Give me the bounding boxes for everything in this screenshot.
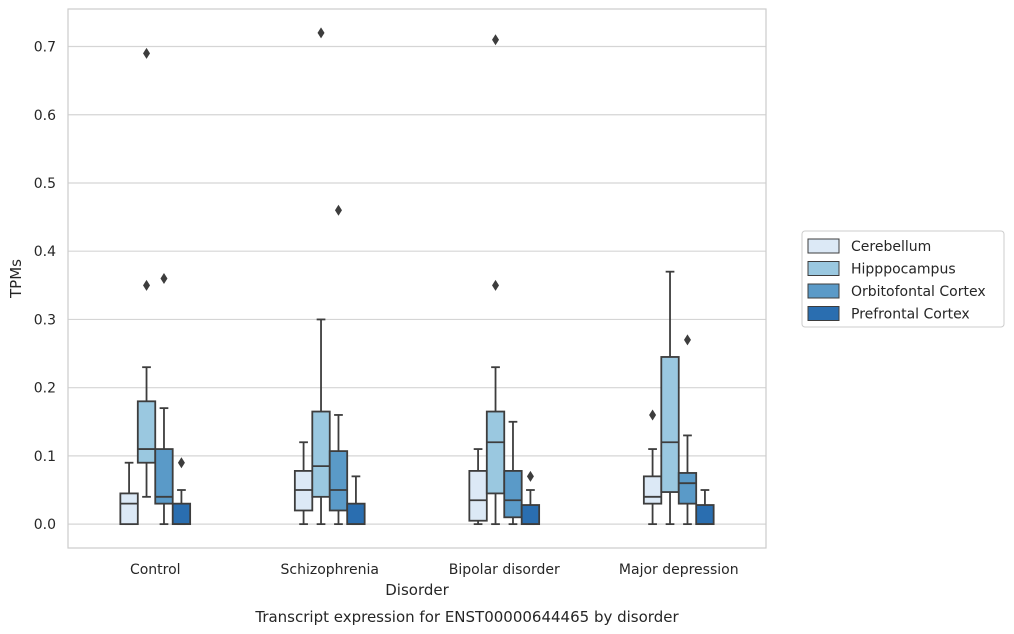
outlier-point [317,27,325,39]
legend-item: Cerebellum [807,238,931,255]
y-tick-label: 0.3 [34,312,56,328]
category-group [119,47,192,526]
legend: Cerebellum Hipppocampus Orbitofontal Corte… [801,230,1005,328]
box [119,492,139,526]
outlier-point [649,409,657,421]
legend-label: Orbitofontal Cortex [851,284,986,300]
y-tick-label: 0.6 [34,108,56,124]
y-tick-label: 0.4 [34,244,56,260]
box [503,470,523,519]
outlier-point [177,457,185,469]
outlier-point [143,279,151,291]
x-tick-label: Major depression [619,562,739,578]
legend-label: Prefrontal Cortex [851,307,970,323]
category-group [468,34,541,526]
box-groups [119,27,715,526]
legend-item: Hipppocampus [807,261,956,278]
y-axis-label: TPMs [7,259,25,299]
box [660,356,680,493]
legend-label: Hipppocampus [851,262,956,278]
box [695,504,715,526]
y-tick-label: 0.7 [34,40,56,56]
legend-swatch [807,261,840,276]
y-tick-label: 0.0 [34,517,56,533]
x-tick-labels: Control Schizophrenia Bipolar disorder Majo… [130,562,739,578]
category-group [293,27,366,526]
grid-lines [68,45,766,525]
outlier-point [492,279,500,291]
box [136,400,157,464]
y-tick-label: 0.5 [34,176,56,192]
box [346,502,366,526]
legend-swatch [807,238,840,254]
chart-caption: Transcript expression for ENST0000064446… [254,608,679,626]
legend-swatch [807,306,840,321]
box [328,450,349,512]
x-tick-label: Control [130,562,181,578]
box [677,472,698,505]
box [154,448,174,505]
box [171,502,192,526]
legend-item: Orbitofontal Cortex [807,283,986,300]
legend-item: Prefrontal Cortex [807,306,970,323]
y-tick-label: 0.1 [34,449,56,465]
outlier-point [526,470,534,482]
box [468,470,488,522]
x-tick-label: Schizophrenia [281,562,379,578]
y-tick-labels: 0.0 0.1 0.2 0.3 0.4 0.5 0.6 0.7 [34,40,56,534]
outlier-point [143,47,151,59]
legend-swatch [807,283,840,299]
box [485,410,506,495]
x-tick-label: Bipolar disorder [449,562,560,578]
legend-label: Cerebellum [851,239,931,255]
box [311,410,331,498]
plot-frame [67,8,767,549]
outlier-point [160,273,168,284]
outlier-point [334,204,342,216]
box [520,504,541,526]
outlier-point [492,34,500,46]
x-axis-label: Disorder [385,581,449,599]
legend-frame [801,230,1005,328]
category-group [642,270,715,526]
outlier-point [683,334,691,346]
y-tick-label: 0.2 [34,381,56,397]
box [642,475,663,505]
